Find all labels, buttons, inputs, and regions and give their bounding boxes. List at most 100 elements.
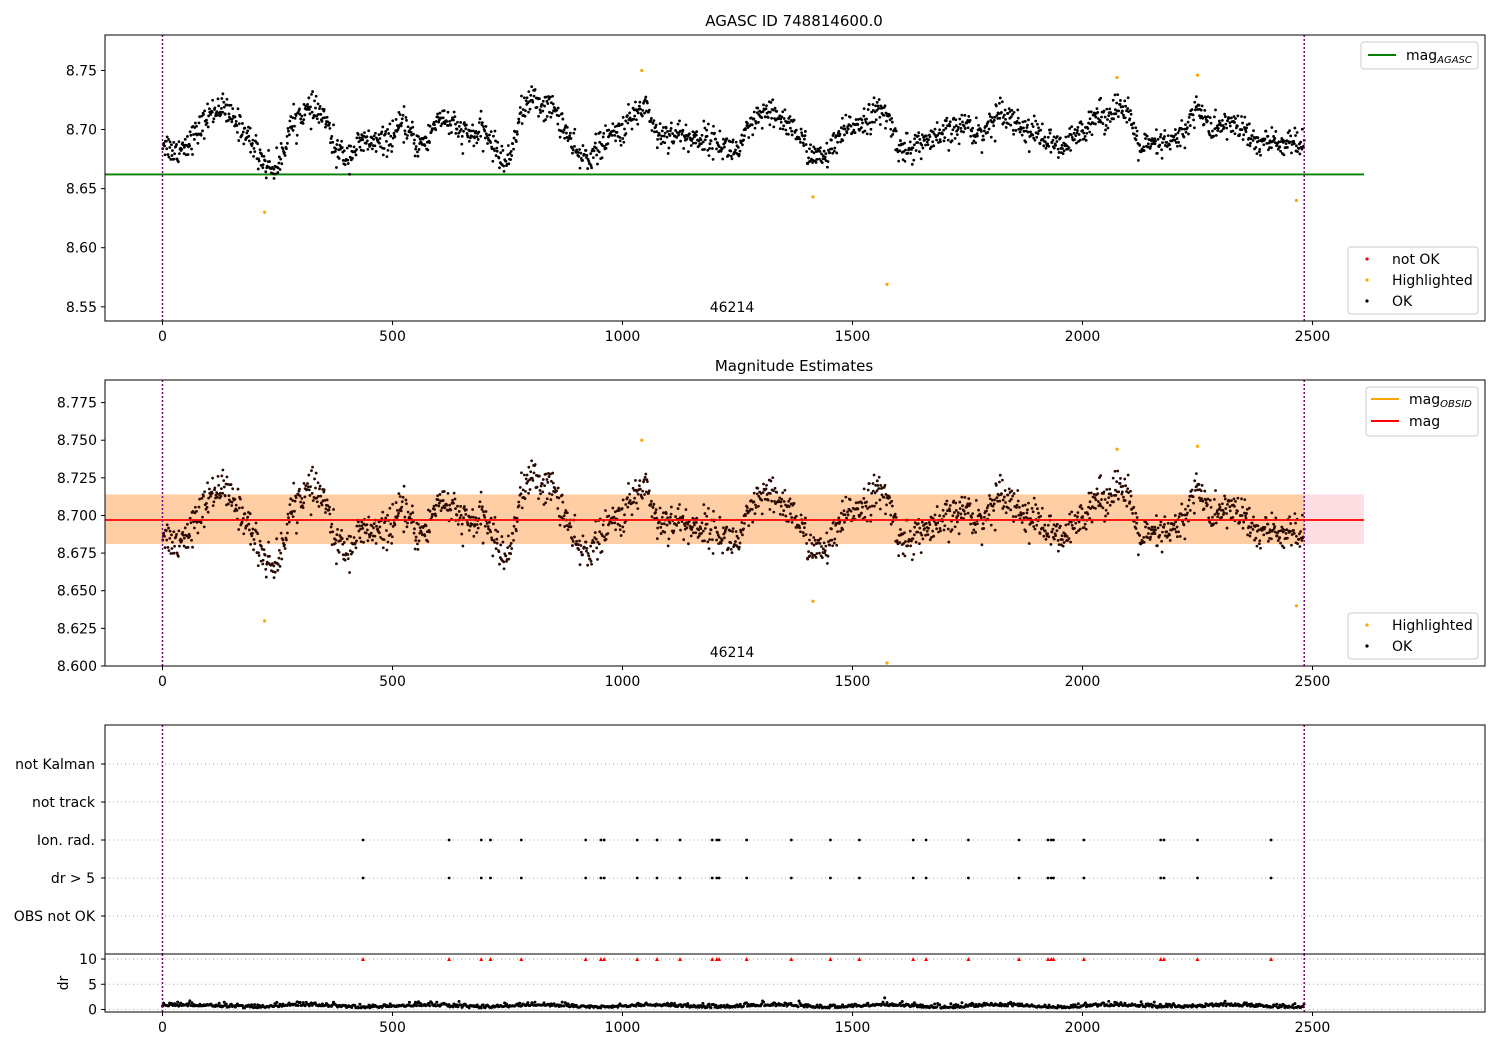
ok-point bbox=[942, 128, 946, 132]
ok-point bbox=[1270, 126, 1274, 129]
ok-point bbox=[550, 111, 554, 115]
ok-point bbox=[1222, 125, 1226, 129]
ok-point bbox=[916, 530, 920, 534]
ok-point bbox=[762, 103, 765, 107]
ok-point bbox=[1222, 511, 1226, 515]
ok-point bbox=[565, 131, 568, 135]
ok-point bbox=[783, 108, 787, 112]
ok-point bbox=[355, 539, 358, 543]
ok-point bbox=[1183, 537, 1187, 541]
ok-point bbox=[725, 137, 729, 140]
ok-point bbox=[241, 122, 244, 125]
ok-point bbox=[823, 155, 827, 159]
ok-point bbox=[1245, 507, 1249, 511]
ok-point bbox=[240, 133, 244, 137]
ok-point bbox=[548, 472, 552, 476]
ok-point bbox=[482, 510, 485, 514]
ok-point bbox=[975, 132, 979, 136]
ok-point bbox=[533, 463, 537, 466]
ok-point bbox=[207, 496, 211, 500]
ok-point bbox=[626, 114, 629, 117]
y-tick-label: 8.675 bbox=[57, 546, 97, 562]
ok-point bbox=[556, 507, 560, 510]
dr-point bbox=[949, 1002, 953, 1006]
ok-point bbox=[1031, 510, 1035, 514]
ok-point bbox=[1081, 129, 1085, 132]
ok-point bbox=[960, 495, 964, 499]
ok-point bbox=[799, 127, 803, 131]
ion-rad-flag-point bbox=[858, 838, 861, 842]
ok-point bbox=[803, 516, 807, 520]
ok-point bbox=[912, 143, 916, 147]
dr-point bbox=[797, 999, 801, 1003]
ok-point bbox=[539, 492, 542, 496]
ok-point bbox=[262, 548, 266, 552]
ok-point bbox=[1248, 144, 1252, 148]
ok-point bbox=[956, 511, 960, 514]
highlighted-point bbox=[1115, 75, 1119, 80]
ok-point bbox=[958, 507, 962, 510]
ok-point bbox=[518, 106, 522, 109]
ok-point bbox=[575, 540, 579, 543]
ok-point bbox=[1276, 539, 1280, 543]
ok-point bbox=[310, 92, 313, 96]
ok-point bbox=[299, 500, 303, 504]
ok-point bbox=[346, 162, 350, 165]
ok-point bbox=[175, 551, 179, 555]
ok-point bbox=[374, 541, 378, 545]
ok-point bbox=[995, 114, 999, 117]
ok-point bbox=[213, 106, 217, 110]
ok-point bbox=[526, 479, 530, 483]
ok-point bbox=[739, 530, 743, 534]
ok-point bbox=[579, 544, 583, 547]
ok-point bbox=[772, 510, 776, 514]
ok-point bbox=[742, 527, 745, 531]
dr-point bbox=[741, 1004, 745, 1008]
ok-point bbox=[1242, 520, 1246, 524]
ok-point bbox=[768, 491, 772, 495]
ok-point bbox=[576, 150, 580, 154]
ok-point bbox=[811, 556, 814, 559]
ok-point bbox=[657, 133, 661, 137]
ok-point bbox=[622, 140, 626, 144]
ok-point bbox=[775, 490, 779, 494]
ok-point bbox=[936, 133, 940, 137]
ok-point bbox=[1122, 113, 1125, 117]
ok-point bbox=[1076, 129, 1079, 132]
ok-point bbox=[793, 131, 797, 134]
ok-point bbox=[1057, 151, 1061, 154]
ok-point bbox=[546, 480, 550, 484]
ok-point bbox=[909, 151, 913, 155]
ok-point bbox=[525, 96, 529, 100]
ok-point bbox=[241, 130, 245, 134]
ok-point bbox=[1226, 502, 1229, 506]
ok-point bbox=[309, 513, 313, 517]
ok-point bbox=[165, 538, 169, 542]
ok-point bbox=[1004, 117, 1007, 121]
ion-rad-flag-point bbox=[745, 838, 749, 842]
ok-point bbox=[1120, 109, 1124, 113]
ok-point bbox=[258, 539, 262, 543]
ok-point bbox=[1023, 119, 1027, 123]
ok-point bbox=[865, 500, 868, 504]
ok-point bbox=[1065, 144, 1069, 148]
ok-point bbox=[946, 509, 949, 513]
ok-point bbox=[236, 107, 240, 111]
ok-point bbox=[916, 141, 920, 144]
ok-point bbox=[626, 505, 630, 509]
ok-point bbox=[703, 527, 707, 530]
ok-point bbox=[1007, 506, 1010, 510]
ok-point bbox=[488, 520, 491, 524]
ok-point bbox=[276, 568, 280, 572]
ok-point bbox=[1168, 539, 1172, 542]
ok-point bbox=[502, 560, 506, 564]
ok-point bbox=[861, 121, 864, 125]
ok-point bbox=[1186, 126, 1189, 130]
ion-rad-flag-point bbox=[789, 838, 793, 842]
ok-point bbox=[519, 111, 523, 114]
y-tick-label: 8.625 bbox=[57, 621, 97, 637]
ok-point bbox=[1258, 539, 1262, 543]
ok-point bbox=[365, 139, 369, 143]
ok-point bbox=[1007, 487, 1011, 491]
ok-point bbox=[486, 525, 490, 528]
